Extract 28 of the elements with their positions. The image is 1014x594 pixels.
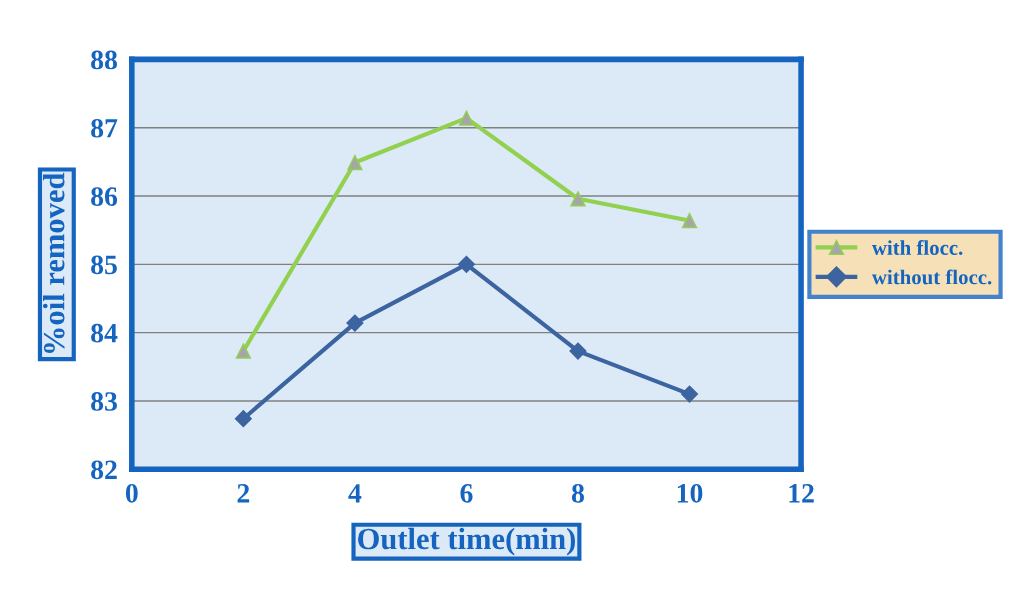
point (681, 212, 698, 229)
point (346, 314, 364, 332)
y-tick-label: 88 (91, 50, 118, 70)
x-tick-label: 12 (789, 484, 814, 503)
point (234, 410, 252, 428)
x-tick-label: 10 (677, 483, 703, 503)
y-tick-label: 85 (91, 255, 117, 275)
point (569, 342, 587, 360)
x-tick-label: 0 (125, 483, 138, 503)
point (570, 191, 586, 207)
y-tick-label: 84 (91, 323, 118, 343)
point (347, 154, 363, 171)
y-tick-label: 86 (91, 187, 118, 206)
legend-label: with flocc. (871, 240, 963, 255)
x-axis-title: Outlet time(min) (358, 527, 575, 556)
y-axis-title: %oil removed (43, 172, 65, 353)
x-tick-label: 6 (460, 484, 473, 503)
y-tick-label: 83 (91, 392, 117, 411)
point (680, 385, 699, 403)
point (457, 255, 475, 273)
y-tick-label: 87 (91, 118, 118, 138)
point (458, 110, 475, 126)
x-tick-label: 2 (237, 484, 250, 503)
point (235, 343, 251, 359)
legend-label: without flocc. (871, 269, 992, 285)
x-tick-label: 4 (348, 484, 362, 503)
x-tick-label: 8 (571, 483, 584, 503)
y-tick-label: 82 (91, 460, 117, 480)
